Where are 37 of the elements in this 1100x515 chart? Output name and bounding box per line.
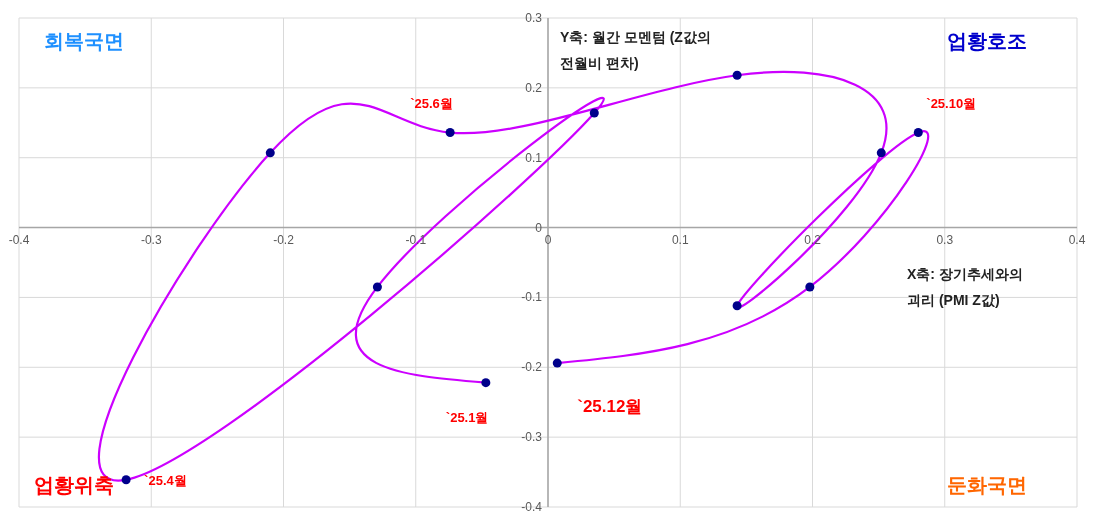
annotation: `25.6월 — [410, 94, 453, 113]
point — [805, 282, 815, 292]
point — [121, 475, 131, 485]
y-tick-label: 0.3 — [525, 11, 543, 25]
annotation: `25.10월 — [926, 94, 977, 113]
annotation: 업황위축 — [34, 473, 114, 498]
point — [552, 358, 562, 368]
point — [732, 301, 742, 311]
y-tick-label: -0.4 — [521, 500, 543, 514]
x-tick-label: -0.4 — [8, 232, 30, 247]
annotation: `25.12월 — [577, 396, 643, 419]
point — [732, 70, 742, 80]
point — [445, 128, 455, 138]
y-tick-label: -0.1 — [521, 290, 543, 305]
y-tick-label: -0.3 — [521, 430, 543, 445]
point — [589, 108, 599, 118]
x-axis-title: X축: 장기추세와의 괴리 (PMI Z값) — [907, 264, 1024, 310]
x-tick-label: -0.3 — [140, 232, 162, 247]
y-axis-title: Y축: 월간 모멘텀 (Z값의 전월비 편차) — [560, 28, 712, 73]
y-tick-label: 0.1 — [525, 150, 543, 165]
annotation: `25.4월 — [144, 471, 187, 490]
x-tick-label: 0.4 — [1068, 232, 1086, 247]
x-tick-label: 0.3 — [936, 232, 954, 247]
annotation: 둔화국면 — [947, 473, 1027, 498]
y-tick-label: -0.2 — [521, 360, 543, 375]
annotation: 회복국면 — [44, 29, 124, 54]
annotation: 업황호조 — [947, 29, 1027, 54]
point — [876, 148, 886, 158]
annotation: `25.1월 — [445, 408, 489, 427]
y-tick-label: 0.2 — [525, 80, 543, 95]
y-tick-label: 0 — [535, 220, 543, 235]
point — [372, 282, 382, 292]
point — [265, 148, 275, 158]
point — [913, 128, 923, 138]
x-tick-label: 0.1 — [671, 232, 689, 247]
x-tick-label: -0.2 — [273, 232, 295, 247]
point — [481, 378, 491, 388]
